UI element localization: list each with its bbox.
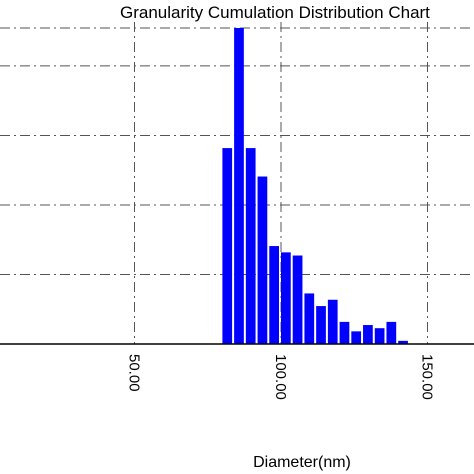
bar-4 [269,246,279,344]
x-axis-label: Diameter(nm) [253,454,351,471]
bars-group [222,28,408,344]
bar-6 [292,255,303,344]
bar-1 [234,28,244,344]
bar-7 [304,293,315,344]
bar-8 [316,306,326,344]
bar-5 [281,252,291,344]
bar-12 [363,325,373,344]
bar-2 [245,148,256,344]
bar-3 [257,176,268,344]
bar-9 [327,299,338,344]
chart-title: Granularity Cumulation Distribution Char… [120,3,430,22]
bar-11 [351,331,362,344]
x-tick-labels: 50.00 100.00 150.00 [126,354,436,400]
bar-10 [339,321,350,344]
bar-14 [386,321,397,344]
x-tick-label-2: 150.00 [419,354,436,400]
bar-0 [222,148,233,344]
bar-15 [398,340,408,344]
x-tick-label-0: 50.00 [126,354,143,392]
x-tick-label-1: 100.00 [272,354,289,400]
bar-13 [374,328,385,344]
